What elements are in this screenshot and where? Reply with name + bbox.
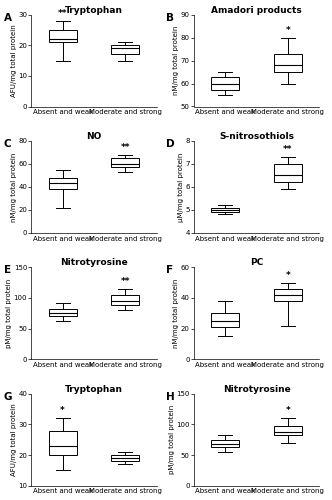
PathPatch shape bbox=[274, 164, 302, 182]
Text: F: F bbox=[166, 266, 173, 276]
Text: A: A bbox=[4, 12, 12, 22]
Text: *: * bbox=[60, 406, 65, 416]
Title: Nitrotyrosine: Nitrotyrosine bbox=[223, 384, 290, 394]
PathPatch shape bbox=[211, 208, 239, 212]
Y-axis label: nM/mg total protein: nM/mg total protein bbox=[173, 26, 179, 95]
Text: C: C bbox=[4, 139, 11, 149]
PathPatch shape bbox=[111, 158, 139, 168]
Y-axis label: AFU/mg total protein: AFU/mg total protein bbox=[11, 24, 17, 97]
Title: PC: PC bbox=[250, 258, 263, 268]
PathPatch shape bbox=[48, 178, 77, 189]
Y-axis label: nM/mg total protein: nM/mg total protein bbox=[11, 152, 17, 222]
PathPatch shape bbox=[48, 430, 77, 455]
Text: E: E bbox=[4, 266, 11, 276]
PathPatch shape bbox=[111, 45, 139, 54]
Title: Nitrotyrosine: Nitrotyrosine bbox=[60, 258, 128, 268]
PathPatch shape bbox=[111, 455, 139, 461]
PathPatch shape bbox=[211, 314, 239, 327]
PathPatch shape bbox=[111, 295, 139, 306]
Y-axis label: nM/mg total protein: nM/mg total protein bbox=[173, 278, 179, 348]
Title: S-nitrosothiols: S-nitrosothiols bbox=[219, 132, 294, 141]
Text: **: ** bbox=[283, 146, 292, 154]
PathPatch shape bbox=[274, 54, 302, 72]
Y-axis label: pM/mg total protein: pM/mg total protein bbox=[6, 278, 12, 348]
Text: **: ** bbox=[58, 9, 67, 18]
Text: G: G bbox=[4, 392, 12, 402]
Text: **: ** bbox=[121, 143, 130, 152]
Text: *: * bbox=[286, 26, 290, 35]
Text: D: D bbox=[166, 139, 175, 149]
Title: Amadori products: Amadori products bbox=[211, 6, 302, 15]
Text: B: B bbox=[166, 12, 174, 22]
Title: NO: NO bbox=[86, 132, 102, 141]
Text: **: ** bbox=[121, 277, 130, 286]
Y-axis label: μM/mg total protein: μM/mg total protein bbox=[178, 152, 184, 222]
Text: *: * bbox=[286, 271, 290, 280]
PathPatch shape bbox=[48, 30, 77, 42]
PathPatch shape bbox=[211, 76, 239, 90]
PathPatch shape bbox=[274, 289, 302, 301]
Title: Tryptophan: Tryptophan bbox=[65, 384, 123, 394]
Y-axis label: pM/mg total protein: pM/mg total protein bbox=[169, 405, 175, 474]
Text: H: H bbox=[166, 392, 175, 402]
Title: Tryptophan: Tryptophan bbox=[65, 6, 123, 15]
PathPatch shape bbox=[274, 426, 302, 436]
PathPatch shape bbox=[211, 440, 239, 447]
PathPatch shape bbox=[48, 309, 77, 316]
Text: *: * bbox=[286, 406, 290, 416]
Y-axis label: AFU/mg total protein: AFU/mg total protein bbox=[11, 404, 17, 476]
